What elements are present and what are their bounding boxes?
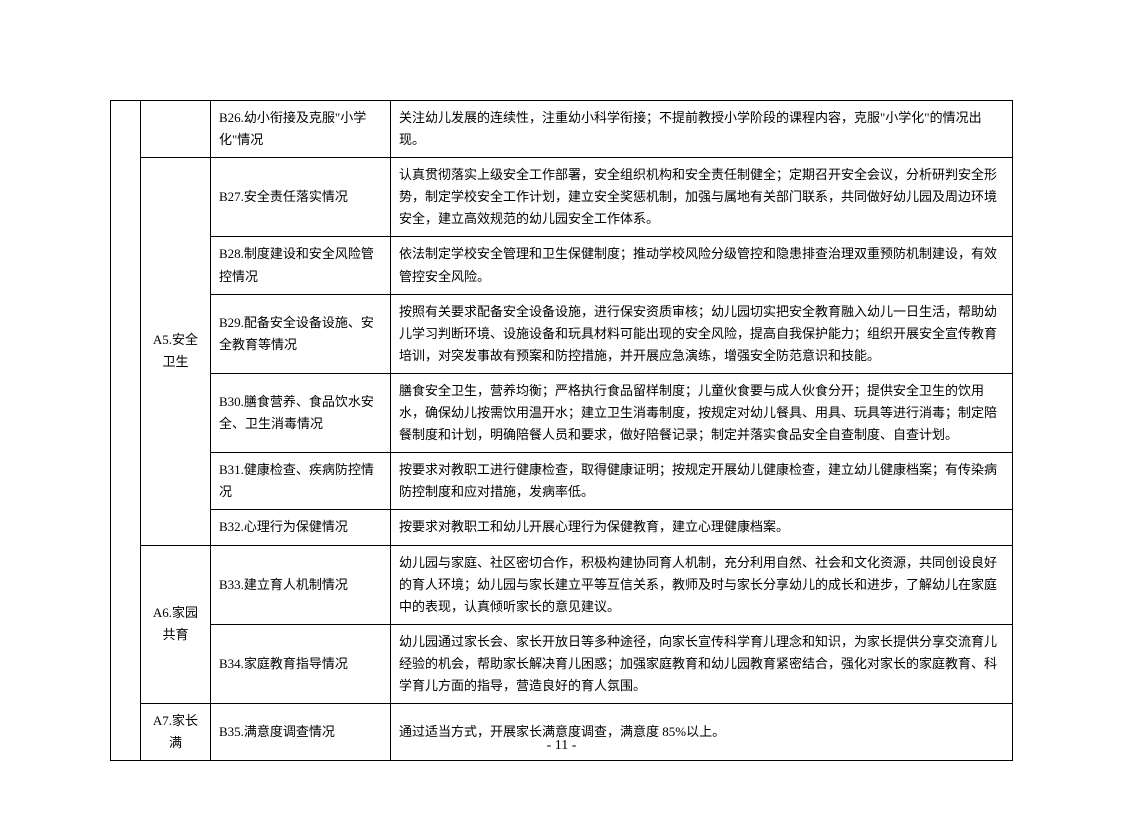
indicator-cell: B33.建立育人机制情况 — [211, 545, 391, 624]
indicator-cell: B29.配备安全设备设施、安全教育等情况 — [211, 294, 391, 373]
description-cell: 关注幼儿发展的连续性，注重幼小科学衔接；不提前教授小学阶段的课程内容，克服"小学… — [391, 101, 1013, 158]
description-cell: 按要求对教职工进行健康检查，取得健康证明；按规定开展幼儿健康检查，建立幼儿健康档… — [391, 453, 1013, 510]
indicator-cell: B32.心理行为保健情况 — [211, 510, 391, 545]
description-cell: 按要求对教职工和幼儿开展心理行为保健教育，建立心理健康档案。 — [391, 510, 1013, 545]
table-row: B34.家庭教育指导情况幼儿园通过家长会、家长开放日等多种途径，向家长宣传科学育… — [111, 624, 1013, 703]
category-cell — [141, 101, 211, 158]
table-row: A6.家园共育B33.建立育人机制情况幼儿园与家庭、社区密切合作，积极构建协同育… — [111, 545, 1013, 624]
indicator-cell: B34.家庭教育指导情况 — [211, 624, 391, 703]
indicator-cell: B30.膳食营养、食品饮水安全、卫生消毒情况 — [211, 373, 391, 452]
description-cell: 认真贯彻落实上级安全工作部署，安全组织机构和安全责任制健全；定期召开安全会议，分… — [391, 158, 1013, 237]
indicator-cell: B26.幼小衔接及克服"小学化"情况 — [211, 101, 391, 158]
table-row: B26.幼小衔接及克服"小学化"情况关注幼儿发展的连续性，注重幼小科学衔接；不提… — [111, 101, 1013, 158]
table-row: B32.心理行为保健情况按要求对教职工和幼儿开展心理行为保健教育，建立心理健康档… — [111, 510, 1013, 545]
description-cell: 依法制定学校安全管理和卫生保健制度；推动学校风险分级管控和隐患排查治理双重预防机… — [391, 237, 1013, 294]
table-row: B30.膳食营养、食品饮水安全、卫生消毒情况膳食安全卫生，营养均衡；严格执行食品… — [111, 373, 1013, 452]
indicator-cell: B27.安全责任落实情况 — [211, 158, 391, 237]
description-cell: 膳食安全卫生，营养均衡；严格执行食品留样制度；儿童伙食要与成人伙食分开；提供安全… — [391, 373, 1013, 452]
description-cell: 幼儿园与家庭、社区密切合作，积极构建协同育人机制，充分利用自然、社会和文化资源，… — [391, 545, 1013, 624]
description-cell: 按照有关要求配备安全设备设施，进行保安资质审核；幼儿园切实把安全教育融入幼儿一日… — [391, 294, 1013, 373]
table-row: B29.配备安全设备设施、安全教育等情况按照有关要求配备安全设备设施，进行保安资… — [111, 294, 1013, 373]
indicator-cell: B31.健康检查、疾病防控情况 — [211, 453, 391, 510]
page-number: - 11 - — [0, 738, 1123, 754]
table-row: B28.制度建设和安全风险管控情况依法制定学校安全管理和卫生保健制度；推动学校风… — [111, 237, 1013, 294]
category-cell: A6.家园共育 — [141, 545, 211, 704]
table-row: A5.安全卫生B27.安全责任落实情况认真贯彻落实上级安全工作部署，安全组织机构… — [111, 158, 1013, 237]
col-a-cell — [111, 101, 141, 761]
table-row: B31.健康检查、疾病防控情况按要求对教职工进行健康检查，取得健康证明；按规定开… — [111, 453, 1013, 510]
indicator-cell: B28.制度建设和安全风险管控情况 — [211, 237, 391, 294]
description-cell: 幼儿园通过家长会、家长开放日等多种途径，向家长宣传科学育儿理念和知识，为家长提供… — [391, 624, 1013, 703]
category-cell: A5.安全卫生 — [141, 158, 211, 545]
evaluation-table: B26.幼小衔接及克服"小学化"情况关注幼儿发展的连续性，注重幼小科学衔接；不提… — [110, 100, 1013, 761]
